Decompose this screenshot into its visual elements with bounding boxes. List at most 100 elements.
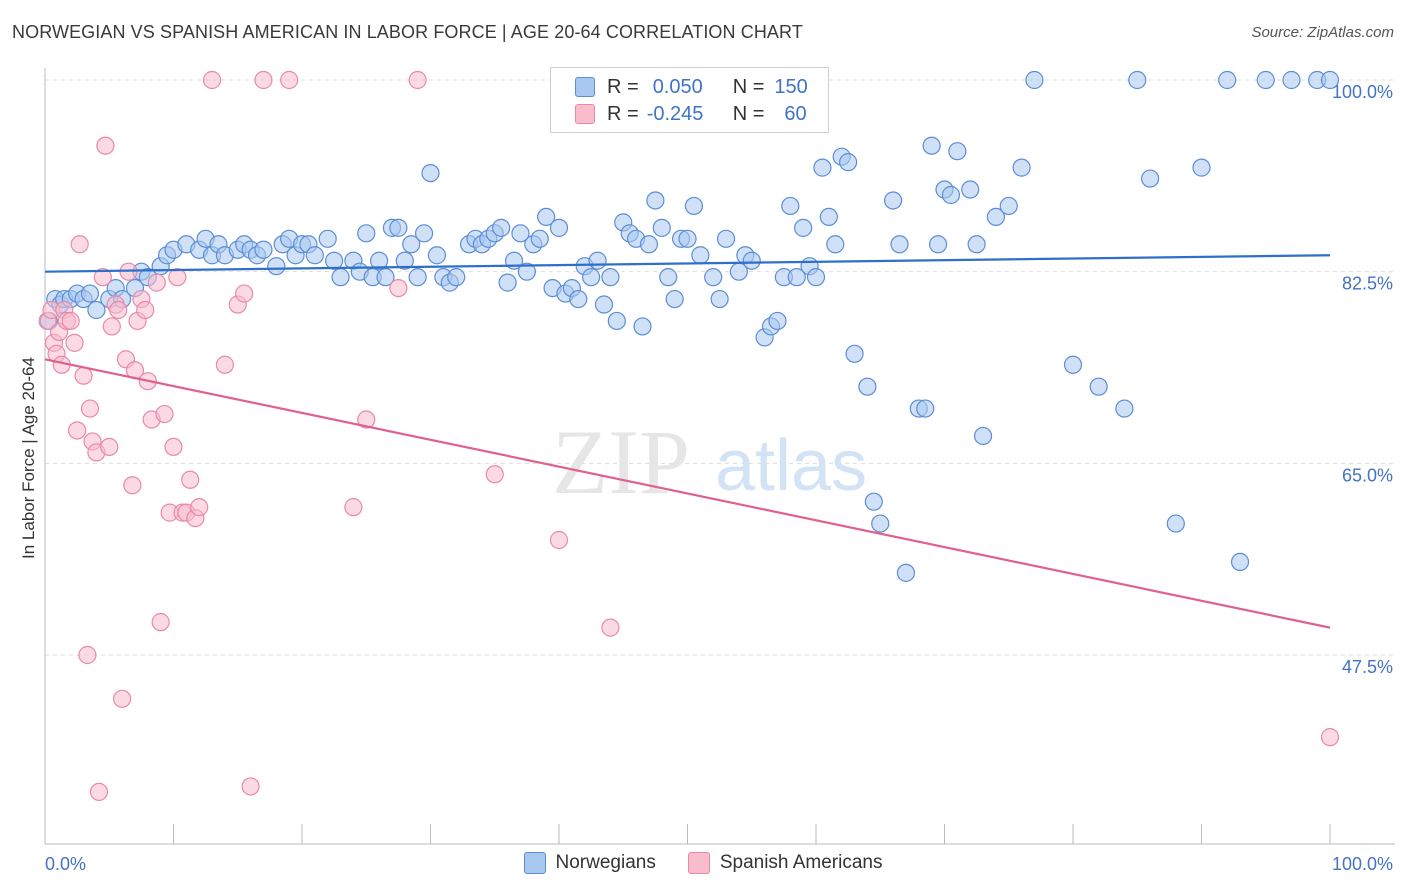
norwegian-point [890, 235, 909, 254]
norwegian-point [973, 426, 993, 446]
norwegians-swatch [575, 77, 595, 97]
norwegian-point [864, 492, 883, 511]
norwegian-point [1218, 70, 1237, 90]
norwegian-point [839, 153, 858, 172]
norwegian-point [684, 196, 704, 216]
norwegian-point [267, 257, 286, 276]
spanish-point [68, 421, 87, 440]
norwegian-point [948, 142, 967, 161]
norwegian-point [819, 207, 838, 227]
norwegian-point [813, 158, 832, 177]
x-tick-label: 100.0% [1332, 854, 1393, 874]
grid-lines [45, 79, 1395, 656]
spanish-point [235, 284, 254, 303]
legend-r-label: R = [607, 102, 639, 125]
spanish-point [102, 317, 121, 336]
norwegian-point [665, 289, 684, 309]
norwegian-point [1115, 399, 1134, 418]
norwegian-trend-line [44, 254, 1331, 273]
spanish-point [549, 530, 569, 550]
spanish-point [155, 404, 174, 424]
tick-labels: 47.5% 65.0% 82.5% 100.0% 0.0% 100.0% [45, 82, 1393, 874]
y-tick-label: 82.5% [1342, 274, 1393, 294]
norwegian-point [916, 399, 935, 418]
norwegian-point [659, 268, 678, 287]
norwegian-point [1089, 377, 1108, 396]
norwegian-point [652, 218, 671, 237]
norwegian-point [845, 344, 864, 363]
legend-n-value: 60 [784, 102, 807, 125]
norwegian-point [492, 218, 511, 237]
x-tick-label: 0.0% [45, 854, 86, 874]
spanish-point [112, 689, 132, 708]
spanish-point [1320, 728, 1340, 747]
norwegian-point [986, 207, 1006, 227]
norwegian-point [999, 196, 1018, 216]
y-tick-label: 100.0% [1332, 82, 1393, 102]
watermark: ZIP atlas [552, 411, 867, 513]
spanish-point [241, 777, 260, 796]
stats-legend: R = 0.050 N = 150 R = -0.245 N = 60 [550, 67, 829, 133]
norwegian-point [427, 246, 447, 265]
norwegian-point [607, 311, 626, 331]
norwegian-point [1256, 70, 1275, 90]
watermark-atlas: atlas [715, 426, 867, 506]
spanish-point [485, 465, 504, 484]
spanish-point [151, 613, 170, 632]
legend-row-norwegians: R = 0.050 N = 150 [575, 74, 808, 100]
spanish-point [190, 498, 209, 517]
spanish-point [215, 355, 234, 374]
spanish-point [164, 437, 183, 457]
spanish-point [389, 278, 408, 298]
norwegian-point [961, 180, 980, 199]
norwegian-point [1230, 552, 1250, 572]
legend-r-value: -0.245 [646, 102, 704, 125]
norwegian-point [806, 268, 826, 287]
norwegian-point [517, 262, 536, 281]
norwegian-point [370, 251, 389, 270]
norwegian-point [582, 268, 601, 287]
norwegian-point [569, 289, 588, 309]
spanish-point [61, 311, 80, 331]
legend-label: Norwegians [555, 852, 656, 873]
norwegian-point [414, 224, 434, 243]
spanish-point [168, 268, 187, 287]
spanish-point [123, 476, 142, 495]
norwegian-point [305, 246, 324, 265]
y-tick-label: 47.5% [1342, 657, 1393, 677]
spanish-trend-line [44, 358, 1331, 629]
spanish-point [100, 437, 119, 457]
norwegian-point [421, 163, 440, 183]
series-spanish-americans [38, 70, 1340, 802]
norwegian-point [1128, 70, 1147, 90]
spanish-point [280, 70, 299, 90]
norwegian-point [447, 268, 466, 287]
norwegian-point [1012, 158, 1031, 177]
legend-item-norwegians[interactable]: Norwegians [523, 852, 656, 874]
norwegian-point [922, 136, 941, 155]
legend-n-label: N = [732, 102, 765, 125]
spanish-point [136, 300, 155, 320]
norwegian-point [1063, 355, 1083, 374]
axes [44, 68, 1395, 845]
norwegian-point [318, 229, 337, 248]
norwegian-point [376, 268, 395, 287]
norwegians-swatch [523, 852, 546, 874]
series-norwegians [39, 70, 1340, 582]
norwegian-point [928, 235, 948, 254]
spanish-point [109, 300, 128, 320]
norwegian-point [742, 251, 761, 270]
norwegian-point [588, 251, 607, 270]
norwegian-point [941, 185, 961, 205]
norwegian-point [601, 268, 620, 287]
legend-item-spanish-americans[interactable]: Spanish Americans [687, 852, 883, 874]
watermark-zip: ZIP [552, 411, 690, 513]
norwegian-point [710, 289, 729, 309]
spanish-point [78, 645, 97, 665]
norwegian-point [87, 300, 106, 320]
norwegian-point [768, 311, 787, 331]
legend-row-spanish: R = -0.245 N = 60 [575, 101, 807, 127]
norwegian-point [254, 240, 273, 259]
legend-label: Spanish Americans [719, 852, 883, 873]
norwegian-point [691, 246, 710, 265]
